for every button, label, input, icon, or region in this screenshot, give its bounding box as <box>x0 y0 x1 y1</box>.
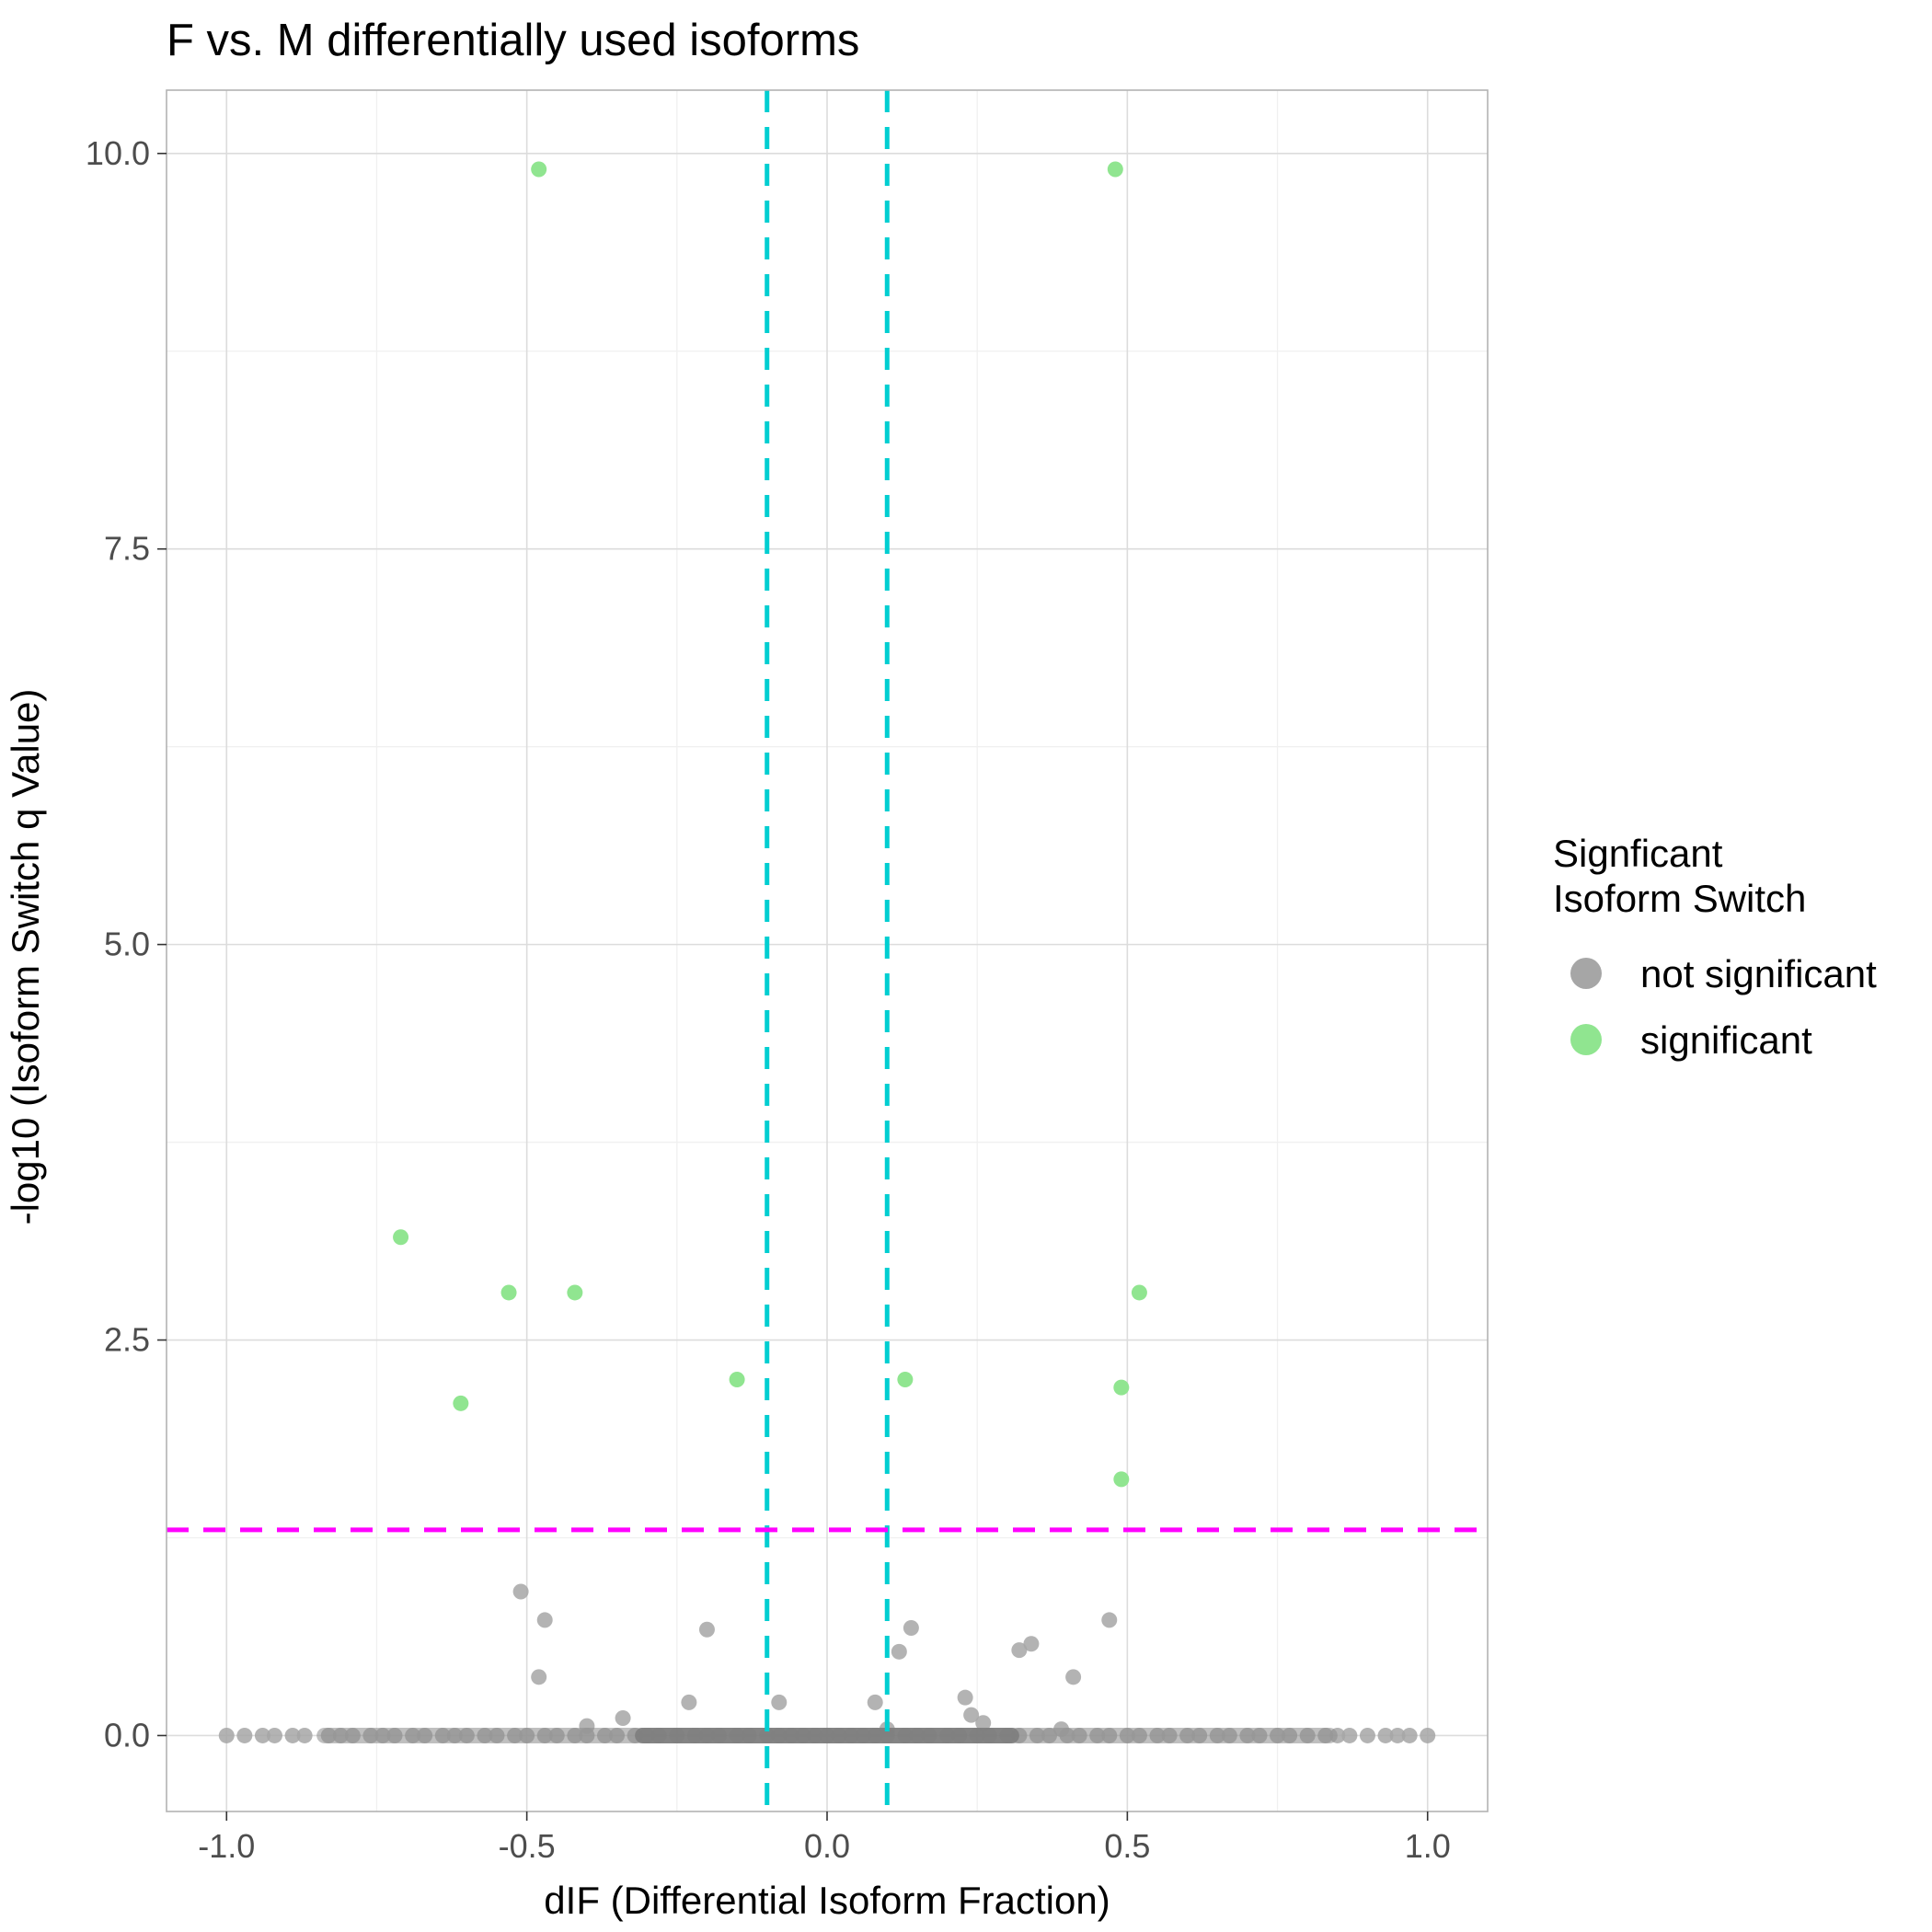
x-tick-label: -1.0 <box>198 1827 255 1865</box>
significant-point <box>1113 1379 1130 1396</box>
not-significant-point <box>536 1612 553 1628</box>
significant-point <box>393 1229 409 1246</box>
not-significant-points <box>218 1583 1436 1743</box>
not-significant-point <box>957 1689 973 1706</box>
significant-point <box>1113 1471 1130 1488</box>
legend: Signficant Isoform Switch not significan… <box>1553 832 1877 1062</box>
threshold-lines <box>167 90 1488 1811</box>
y-tick-label: 0.0 <box>104 1716 150 1754</box>
x-axis-label: dIF (Differential Isoform Fraction) <box>544 1879 1110 1922</box>
legend-title-line-1: Signficant <box>1553 832 1723 875</box>
significant-point <box>567 1284 583 1301</box>
significant-point <box>453 1395 469 1411</box>
not-significant-point <box>266 1727 282 1743</box>
not-significant-point <box>1341 1727 1358 1743</box>
legend-label-not-significant: not significant <box>1640 952 1877 995</box>
significant-point <box>729 1372 745 1388</box>
not-significant-point <box>1065 1669 1082 1685</box>
not-significant-point <box>296 1727 313 1743</box>
not-significant-point <box>615 1710 631 1727</box>
not-significant-point <box>218 1727 235 1743</box>
legend-title-line-2: Isoform Switch <box>1553 877 1806 920</box>
not-significant-point <box>867 1694 883 1710</box>
y-tick-label: 2.5 <box>104 1321 150 1359</box>
y-tick-label: 5.0 <box>104 926 150 963</box>
legend-label-significant: significant <box>1640 1018 1812 1062</box>
not-significant-point <box>963 1707 980 1723</box>
major-gridlines <box>167 90 1488 1811</box>
not-significant-point <box>891 1643 907 1660</box>
not-significant-point <box>698 1621 715 1638</box>
y-tick-label: 7.5 <box>104 530 150 568</box>
not-significant-point <box>903 1620 919 1637</box>
not-significant-point <box>236 1727 253 1743</box>
chart-title: F vs. M differentially used isoforms <box>167 16 859 65</box>
not-significant-point <box>771 1694 788 1710</box>
not-significant-point <box>681 1694 697 1710</box>
dense-point-band-outer <box>316 1727 1338 1743</box>
significant-point <box>1131 1284 1147 1301</box>
significant-points <box>393 161 1147 1488</box>
not-significant-point <box>1377 1727 1394 1743</box>
y-axis-label: -log10 (Isoform Switch q Value) <box>4 689 47 1225</box>
x-tick-label: 0.0 <box>804 1827 850 1865</box>
x-tick-label: 1.0 <box>1405 1827 1451 1865</box>
legend-key-not-significant <box>1570 958 1602 989</box>
x-tick-label: 0.5 <box>1104 1827 1150 1865</box>
not-significant-point <box>284 1727 301 1743</box>
not-significant-point <box>1011 1642 1028 1659</box>
significant-point <box>500 1284 517 1301</box>
not-significant-point <box>1389 1727 1406 1743</box>
significant-point <box>897 1372 914 1388</box>
not-significant-point <box>1420 1727 1436 1743</box>
not-significant-point <box>975 1715 992 1731</box>
not-significant-point <box>1023 1636 1040 1652</box>
not-significant-point <box>531 1669 547 1685</box>
x-tick-label: -0.5 <box>499 1827 556 1865</box>
x-axis: -1.0 -0.5 0.0 0.5 1.0 <box>198 1811 1451 1865</box>
significant-point <box>1107 161 1123 178</box>
y-tick-label: 10.0 <box>86 134 150 172</box>
not-significant-point <box>1401 1727 1418 1743</box>
y-axis: 0.0 2.5 5.0 7.5 10.0 <box>86 134 167 1754</box>
legend-key-significant <box>1570 1024 1602 1055</box>
not-significant-point <box>512 1583 529 1600</box>
not-significant-point <box>1101 1612 1118 1628</box>
significant-point <box>531 161 547 178</box>
not-significant-point <box>1359 1727 1375 1743</box>
not-significant-point <box>254 1727 270 1743</box>
plot-panel <box>166 89 1489 1812</box>
